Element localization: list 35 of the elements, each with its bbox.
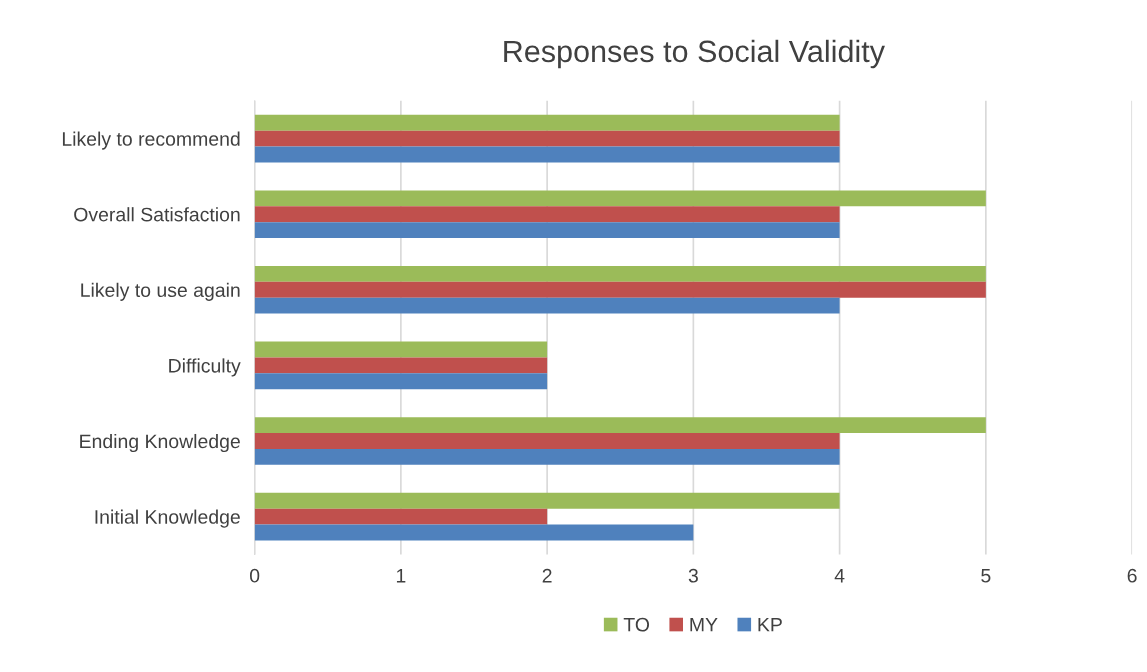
bar — [254, 206, 840, 223]
bar — [254, 190, 986, 207]
bar — [254, 222, 840, 239]
x-tick-label: 3 — [688, 568, 698, 583]
x-tick-label: 5 — [981, 569, 991, 583]
y-tick-label: Initial Knowledge — [95, 509, 240, 528]
x-tick-label: 4 — [834, 569, 845, 583]
x-tick-label: 0 — [249, 568, 260, 583]
bar — [254, 417, 986, 434]
bar — [254, 433, 840, 449]
x-tick-label: 6 — [1127, 568, 1137, 583]
legend-label: MY — [690, 617, 718, 632]
y-tick-label: Likely to recommend — [62, 131, 240, 150]
y-tick-label: Overall Satisfaction — [74, 207, 240, 222]
y-tick-label: Likely to use again — [81, 282, 240, 301]
bar — [254, 146, 840, 163]
bar — [254, 448, 840, 465]
bar — [254, 341, 548, 358]
y-tick-label: Ending Knowledge — [80, 433, 240, 453]
bar — [254, 373, 548, 390]
bar — [254, 508, 548, 525]
bar — [254, 281, 986, 298]
bar — [254, 114, 840, 131]
y-tick-label: Difficulty — [169, 358, 241, 377]
bar — [254, 492, 840, 509]
bar — [254, 130, 840, 147]
chart-title: Responses to Social Validity — [504, 39, 885, 69]
legend-label: KP — [758, 617, 782, 632]
bar — [254, 524, 694, 541]
legend-label: TO — [623, 617, 650, 632]
x-tick-label: 1 — [396, 569, 406, 583]
bar — [254, 265, 986, 282]
bar — [254, 357, 548, 374]
x-tick-label: 2 — [542, 568, 552, 583]
bar — [254, 297, 840, 314]
